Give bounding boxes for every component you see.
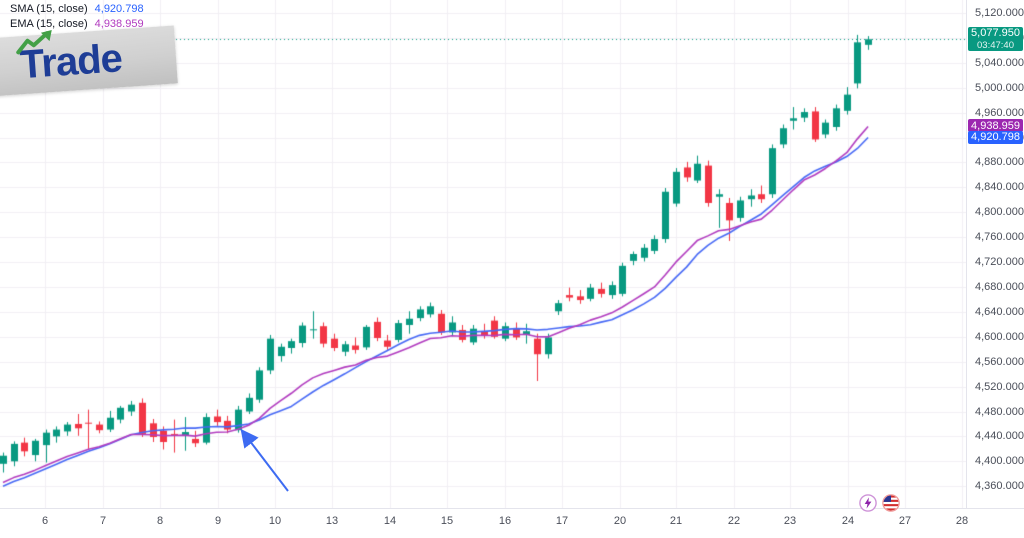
sma-legend-label: SMA (15, close) (10, 2, 88, 15)
time-axis-tick: 17 (555, 515, 569, 527)
ema-value-badge: 4,938.959 (968, 119, 1023, 133)
sma-legend-row[interactable]: SMA (15, close) 4,920.798 (10, 1, 144, 16)
price-axis-tick: 4,400.000 (975, 455, 1024, 468)
candle-countdown: 03:47:40 (977, 39, 1014, 51)
price-axis-tick: 4,520.000 (975, 380, 1024, 393)
time-axis-tick: 28 (955, 515, 969, 527)
time-axis-tick: 27 (898, 515, 912, 527)
price-axis-tick: 4,360.000 (975, 480, 1024, 493)
time-axis-tick: 6 (41, 515, 49, 527)
candlestick-chart-canvas[interactable] (0, 0, 966, 508)
us-flag-icon[interactable] (882, 494, 900, 512)
time-axis-tick: 22 (727, 515, 741, 527)
price-axis-tick: 4,760.000 (975, 231, 1024, 244)
time-axis-tick: 14 (383, 515, 397, 527)
ema-legend-value: 4,938.959 (94, 17, 144, 30)
price-axis-tick: 4,640.000 (975, 305, 1024, 318)
indicator-legend: SMA (15, close) 4,920.798 EMA (15, close… (10, 1, 144, 31)
lightning-icon[interactable] (859, 494, 877, 512)
last-price-badge[interactable]: 5,077.950 03:47:40 (968, 26, 1023, 52)
logo-trend-arrow-icon (16, 29, 52, 55)
price-axis-tick: 5,120.000 (975, 7, 1024, 20)
time-axis[interactable]: 6 7 8 9 10 13 14 15 16 17 20 21 22 23 24 27 28 (0, 508, 1024, 538)
ema-legend-label: EMA (15, close) (10, 17, 88, 30)
time-axis-tick: 8 (156, 515, 164, 527)
time-axis-tick: 24 (841, 515, 855, 527)
price-axis-tick: 4,840.000 (975, 181, 1024, 194)
price-axis-tick: 5,040.000 (975, 56, 1024, 69)
price-axis[interactable]: 5,120.0005,080.0005,040.0005,000.0004,96… (966, 0, 1024, 508)
price-axis-tick: 4,480.000 (975, 405, 1024, 418)
price-axis-tick: 4,600.000 (975, 330, 1024, 343)
brand-logo-banner: Trade (0, 25, 178, 97)
ema-legend-row[interactable]: EMA (15, close) 4,938.959 (10, 16, 144, 31)
time-axis-tick: 21 (669, 515, 683, 527)
price-axis-tick: 4,720.000 (975, 256, 1024, 269)
price-axis-tick: 4,440.000 (975, 430, 1024, 443)
time-axis-tick: 23 (783, 515, 797, 527)
time-axis-tick: 10 (268, 515, 282, 527)
price-axis-tick: 4,680.000 (975, 280, 1024, 293)
price-axis-tick: 5,000.000 (975, 81, 1024, 94)
last-price-value: 5,077.950 (971, 26, 1020, 39)
time-axis-tick: 16 (498, 515, 512, 527)
time-axis-tick: 20 (613, 515, 627, 527)
price-axis-tick: 4,800.000 (975, 206, 1024, 219)
time-axis-tick: 15 (440, 515, 454, 527)
sma-value-badge: 4,920.798 (968, 130, 1023, 144)
time-axis-tick: 9 (214, 515, 222, 527)
time-axis-tick: 13 (325, 515, 339, 527)
sma-legend-value: 4,920.798 (94, 2, 144, 15)
price-axis-tick: 4,560.000 (975, 355, 1024, 368)
time-axis-tick: 7 (99, 515, 107, 527)
price-axis-tick: 4,960.000 (975, 106, 1024, 119)
price-axis-tick: 4,880.000 (975, 156, 1024, 169)
